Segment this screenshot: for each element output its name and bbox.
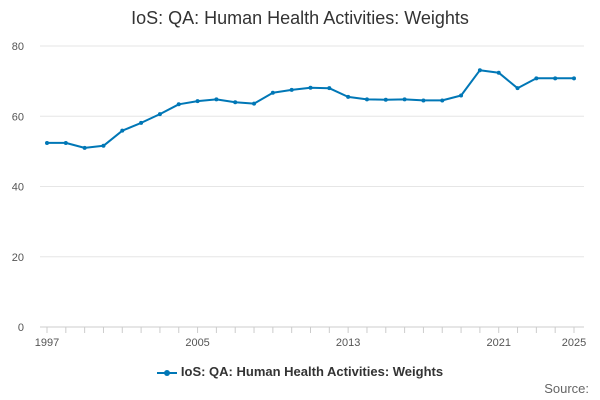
data-point[interactable]	[214, 97, 219, 102]
data-point[interactable]	[308, 85, 313, 90]
data-point[interactable]	[101, 143, 106, 148]
data-point[interactable]	[477, 68, 482, 73]
data-point[interactable]	[364, 97, 369, 102]
data-point[interactable]	[383, 97, 388, 102]
data-point[interactable]	[82, 145, 87, 150]
data-point[interactable]	[421, 98, 426, 103]
data-point[interactable]	[515, 86, 520, 91]
data-point[interactable]	[120, 128, 125, 133]
data-point[interactable]	[459, 93, 464, 98]
data-point[interactable]	[176, 102, 181, 107]
data-point[interactable]	[346, 94, 351, 99]
source-label: Source:	[544, 381, 589, 396]
series-line	[47, 69, 574, 149]
y-tick-label: 60	[12, 111, 24, 123]
data-point[interactable]	[139, 120, 144, 125]
y-tick-label: 40	[12, 182, 24, 194]
legend-marker-icon	[156, 368, 177, 378]
data-point[interactable]	[233, 100, 238, 105]
legend[interactable]: IoS: QA: Human Health Activities: Weight…	[0, 364, 600, 379]
x-tick-label: 2021	[486, 337, 510, 349]
data-point[interactable]	[195, 99, 200, 104]
x-tick-label: 1997	[35, 337, 59, 349]
data-point[interactable]	[289, 87, 294, 92]
data-point[interactable]	[270, 90, 275, 95]
x-tick-label: 2005	[185, 337, 209, 349]
data-point[interactable]	[157, 112, 162, 117]
y-tick-label: 0	[18, 322, 24, 334]
data-point[interactable]	[45, 140, 49, 145]
data-point[interactable]	[496, 70, 501, 75]
y-tick-label: 20	[12, 252, 24, 264]
data-point[interactable]	[572, 76, 576, 81]
data-point[interactable]	[440, 98, 445, 103]
data-point[interactable]	[327, 86, 332, 91]
y-tick-label: 80	[12, 41, 24, 53]
x-tick-label: 2025	[562, 337, 586, 349]
data-point[interactable]	[534, 76, 539, 81]
series-layer	[45, 68, 576, 150]
axis-layer: 0 20 40 60 80 1997 2005 2013 2021 2025	[12, 41, 586, 349]
data-point[interactable]	[402, 97, 407, 102]
legend-label: IoS: QA: Human Health Activities: Weight…	[180, 364, 444, 379]
chart-title: IoS: QA: Human Health Activities: Weight…	[131, 8, 469, 28]
x-tick-label: 2013	[336, 337, 360, 349]
data-point[interactable]	[553, 76, 558, 81]
data-point[interactable]	[252, 101, 257, 106]
grid-layer	[40, 45, 584, 258]
data-point[interactable]	[63, 140, 68, 145]
